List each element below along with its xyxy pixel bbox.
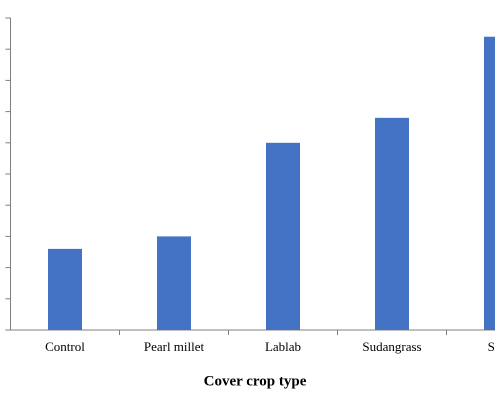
x-axis-title: Cover crop type <box>204 373 307 389</box>
x-tick-label: Pearl millet <box>144 339 205 354</box>
x-tick-label: Sudangrass <box>362 339 421 354</box>
bar <box>48 248 82 330</box>
bar <box>266 142 300 330</box>
bar <box>375 117 409 330</box>
bar <box>157 236 191 330</box>
x-tick-label: Control <box>45 339 85 354</box>
x-tick-label: Sunn <box>488 339 495 354</box>
bar <box>484 36 495 330</box>
x-tick-label: Lablab <box>265 339 301 354</box>
